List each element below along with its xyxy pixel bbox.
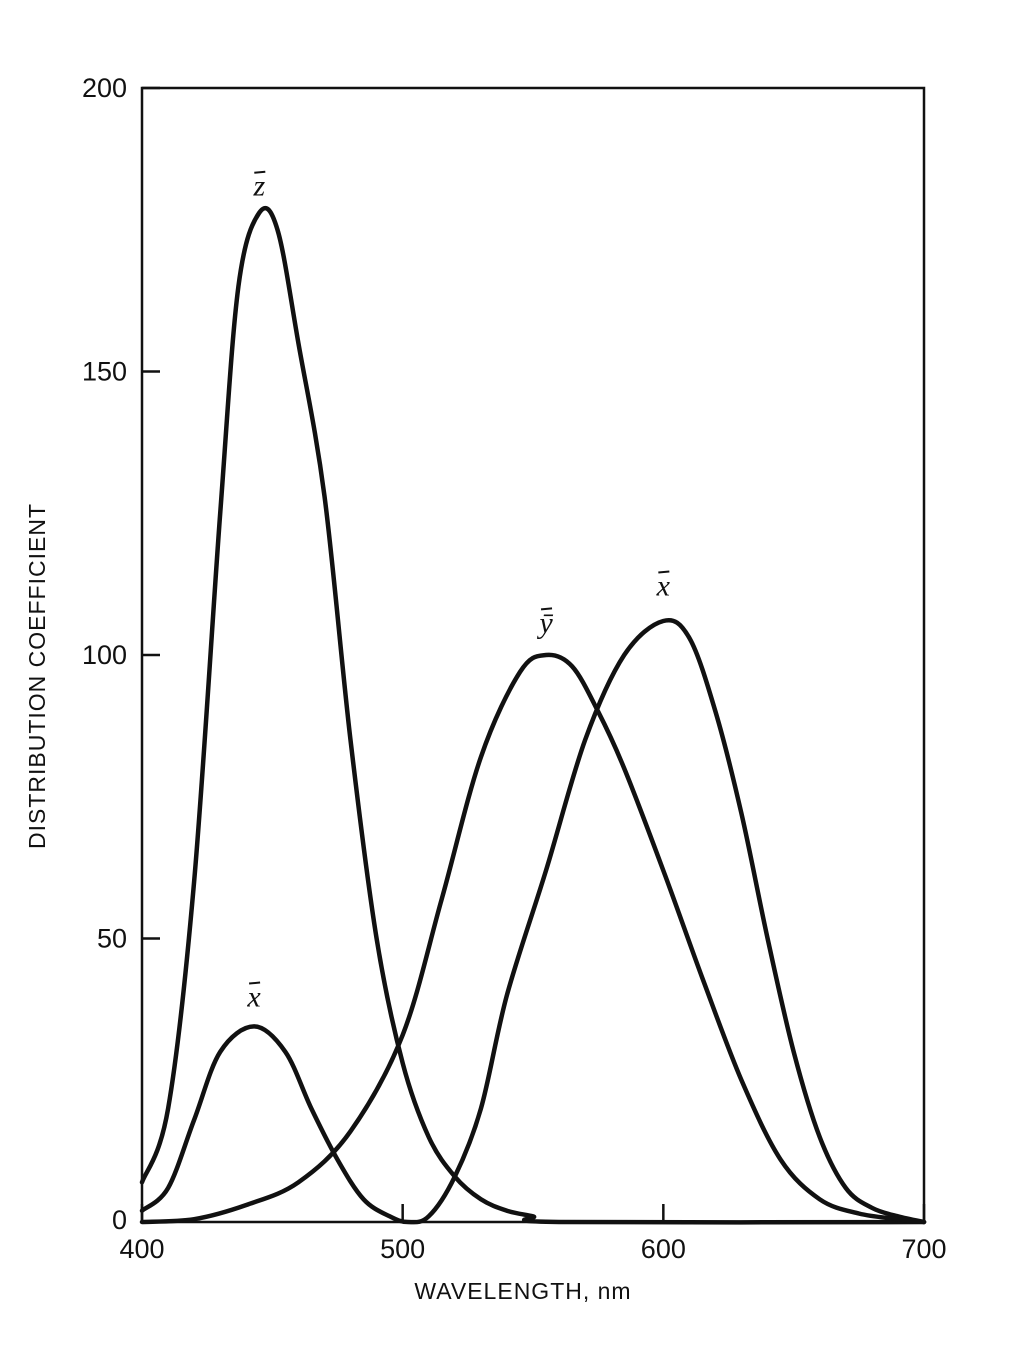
y-tick-label: 100: [82, 640, 127, 670]
x-tick-label: 500: [380, 1234, 425, 1264]
y-bar-curve: [139, 652, 927, 1225]
tick-labels: 0 50 100 150 200 400 500 600 700: [82, 73, 947, 1264]
plot-frame: [140, 86, 926, 1224]
y-tick-label: 200: [82, 73, 127, 103]
y-tick-label: 50: [97, 924, 127, 954]
overbar-mark: [254, 170, 266, 174]
tick-marks: [140, 86, 926, 1224]
overbar-mark: [658, 570, 670, 574]
overbar-mark: [248, 981, 261, 985]
x-bar-curve: [139, 618, 927, 1225]
x-tick-label: 600: [641, 1234, 686, 1264]
curve-labels: z x x ȳ: [246, 170, 670, 1014]
y-tick-label: 150: [82, 357, 127, 387]
curve-label: z: [252, 170, 265, 203]
x-tick-label: 700: [901, 1234, 946, 1264]
x-axis-label: WAVELENGTH, nm: [414, 1278, 631, 1304]
curve-label: ȳ: [536, 606, 553, 639]
curves: [139, 205, 927, 1225]
curve-label: x: [246, 981, 261, 1014]
z-bar-curve: [139, 205, 927, 1225]
x-tick-label: 400: [119, 1234, 164, 1264]
y-tick-label: 0: [112, 1205, 127, 1235]
overbar-mark: [540, 607, 553, 611]
y-axis-label: DISTRIBUTION COEFFICIENT: [24, 503, 50, 849]
curve-label: x: [656, 569, 671, 602]
